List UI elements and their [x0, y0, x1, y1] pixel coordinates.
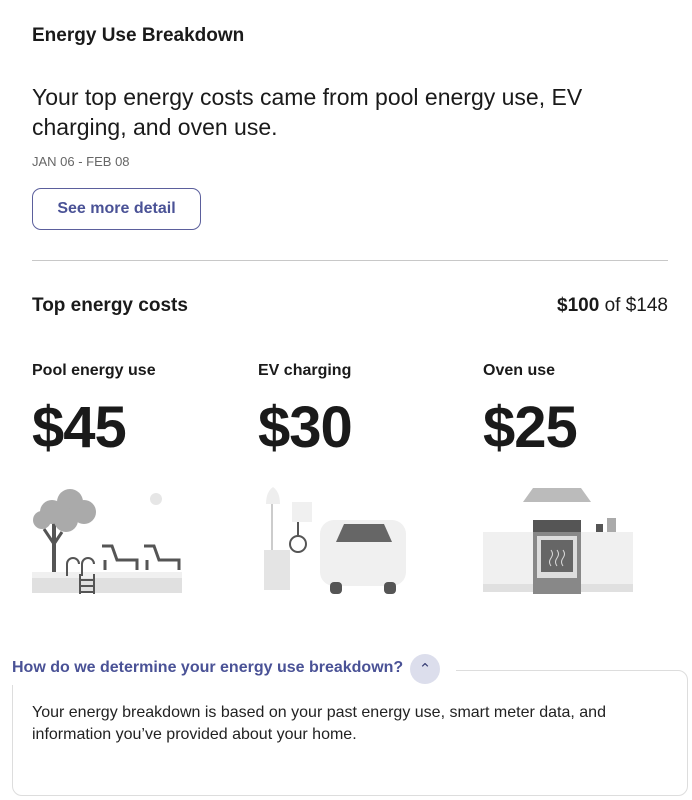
- see-more-detail-button[interactable]: See more detail: [32, 188, 201, 230]
- ev-charging-illustration-icon: [264, 487, 406, 594]
- top-costs-title: Top energy costs: [32, 295, 188, 316]
- pool-illustration-icon: [32, 489, 182, 594]
- total-amount: of $148: [604, 295, 668, 316]
- cost-label: EV charging: [258, 362, 352, 379]
- date-range: JAN 06 - FEB 08: [32, 154, 130, 169]
- cost-label: Oven use: [483, 362, 556, 379]
- cost-amount: $30: [258, 395, 353, 460]
- cost-amount: $45: [32, 395, 127, 460]
- cost-item-pool: Pool energy use $45: [32, 362, 232, 594]
- chevron-up-icon[interactable]: ⌃: [410, 654, 440, 684]
- cost-amount: $25: [483, 395, 578, 460]
- top-costs-total: $100 of $148: [557, 295, 668, 317]
- oven-illustration-icon: [483, 488, 633, 594]
- cost-item-ev: EV charging $30: [258, 362, 458, 594]
- shown-amount: $100: [557, 295, 600, 316]
- faq-question[interactable]: How do we determine your energy use brea…: [12, 659, 404, 676]
- cost-item-oven: Oven use $25: [483, 362, 683, 594]
- divider: [32, 260, 668, 261]
- headline: Your top energy costs came from pool ene…: [32, 84, 583, 140]
- cost-label: Pool energy use: [32, 362, 156, 379]
- faq-answer: Your energy breakdown is based on your p…: [32, 704, 606, 743]
- faq-header-background: [8, 655, 456, 685]
- section-title: Energy Use Breakdown: [32, 25, 245, 46]
